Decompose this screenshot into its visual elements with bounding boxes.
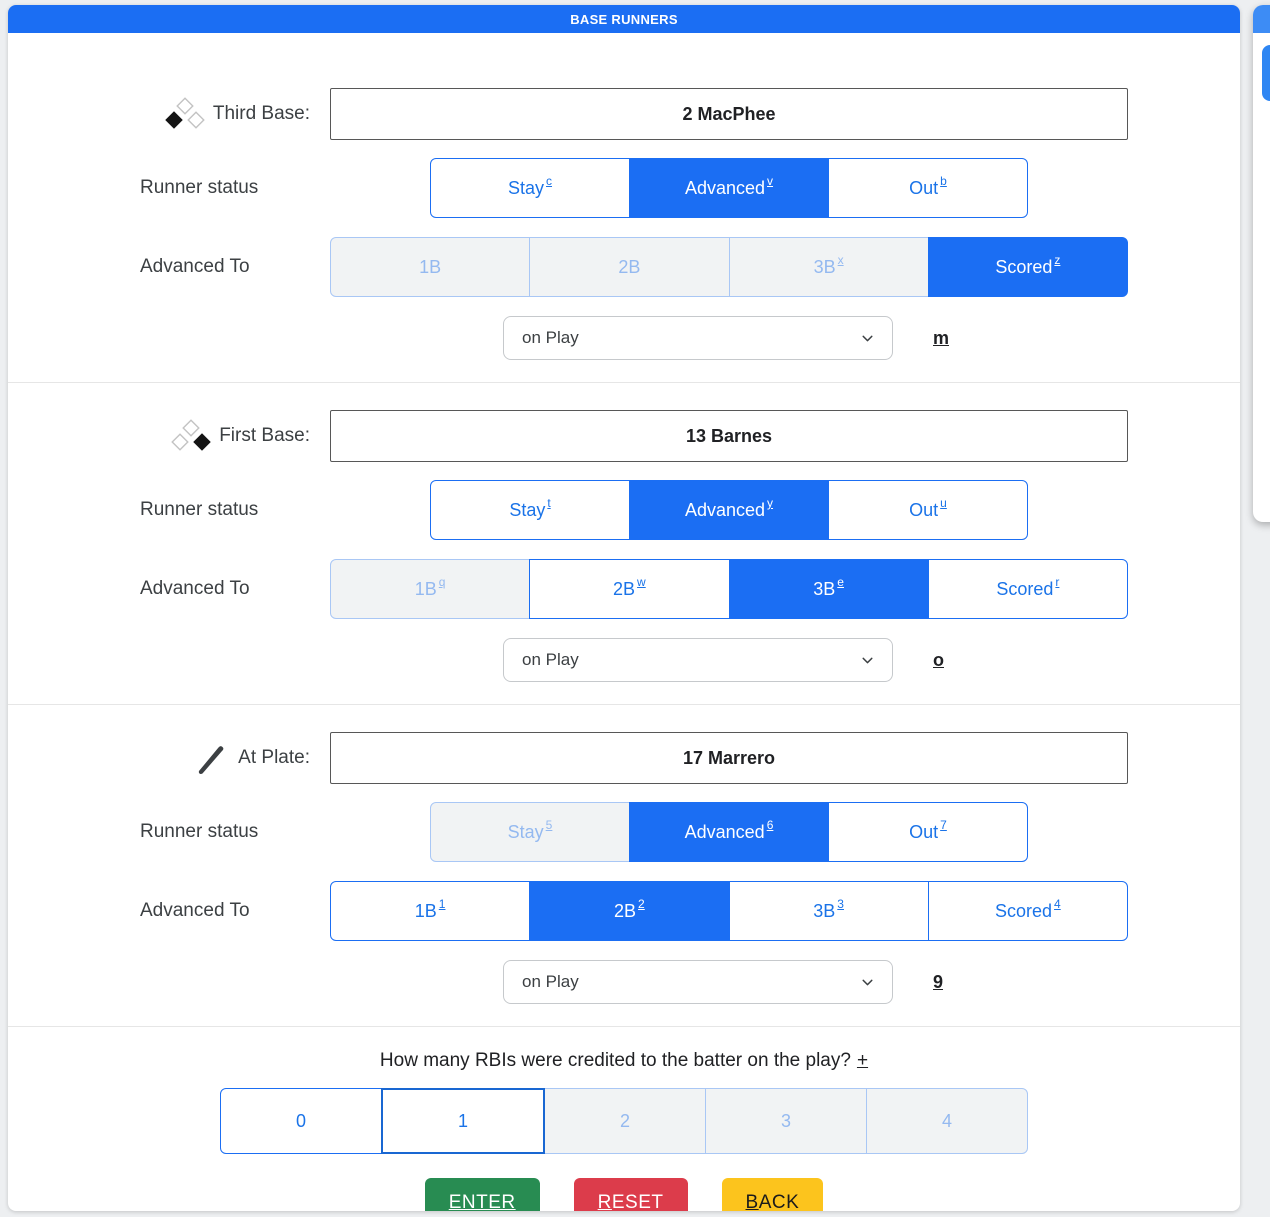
runner-player-input[interactable]: 2 MacPhee — [330, 88, 1128, 140]
advance-reason-select[interactable]: on Play — [503, 316, 893, 360]
rbi-count-3-button: 3 — [705, 1088, 867, 1154]
runner-player-input[interactable]: 13 Barnes — [330, 410, 1128, 462]
advance-to-3b-button[interactable]: 3B e — [728, 559, 929, 619]
advance-reason-value: on Play — [522, 972, 579, 991]
advance-to-1b-button[interactable]: 1B 1 — [330, 881, 531, 941]
chevron-down-icon — [862, 657, 873, 663]
runner-status-stay-button[interactable]: Stay t — [430, 480, 630, 540]
chevron-down-icon — [862, 335, 873, 341]
runner-status-out-button[interactable]: Out 7 — [828, 802, 1028, 862]
advance-to-scored-button[interactable]: Scored z — [927, 237, 1128, 297]
shortcut-key: m — [933, 327, 950, 348]
runner-status-label: Runner status — [140, 821, 259, 842]
runner-status-group: Stay t Advanced y Out u — [430, 480, 1028, 540]
advance-to-3b-button: 3B x — [728, 237, 929, 297]
runner-status-out-button[interactable]: Out u — [828, 480, 1028, 540]
bases-first-occupied-icon — [171, 419, 211, 451]
runner-base-label: At Plate: — [238, 747, 310, 768]
advance-to-2b-button: 2B — [529, 237, 730, 297]
runner-status-stay-button: Stay 5 — [430, 802, 630, 862]
base-runners-dialog: BASE RUNNERS Third Base: 2 MacPhee Runne… — [8, 5, 1240, 1211]
advance-reason-value: on Play — [522, 328, 579, 347]
runner-status-out-button[interactable]: Out b — [828, 158, 1028, 218]
runner-status-label: Runner status — [140, 499, 259, 520]
advance-to-scored-button[interactable]: Scored 4 — [927, 881, 1128, 941]
at-plate-section: At Plate: 17 Marrero Runner status Stay 5… — [8, 705, 1240, 1027]
first-base-section: First Base: 13 Barnes Runner status Stay… — [8, 383, 1240, 705]
shortcut-key: 9 — [933, 971, 944, 992]
runner-status-group: Stay 5 Advanced 6 Out 7 — [430, 802, 1028, 862]
runner-status-advanced-button[interactable]: Advanced y — [629, 480, 829, 540]
secondary-panel-header — [1253, 5, 1270, 33]
runner-status-group: Stay c Advanced v Out b — [430, 158, 1028, 218]
advance-to-2b-button[interactable]: 2B 2 — [529, 881, 730, 941]
advance-to-3b-button[interactable]: 3B 3 — [728, 881, 929, 941]
runner-base-label: First Base: — [219, 425, 310, 446]
rbi-count-4-button: 4 — [866, 1088, 1028, 1154]
advance-to-scored-button[interactable]: Scored r — [927, 559, 1128, 619]
advanced-to-label: Advanced To — [140, 256, 250, 277]
rbi-shortcut-key: + — [856, 1050, 869, 1071]
dialog-title: BASE RUNNERS — [8, 5, 1240, 33]
runner-status-stay-button[interactable]: Stay c — [430, 158, 630, 218]
runner-row-label: First Base: — [8, 410, 310, 462]
bases-third-occupied-icon — [165, 97, 205, 129]
advanced-to-label: Advanced To — [140, 900, 250, 921]
runner-player-input[interactable]: 17 Marrero — [330, 732, 1128, 784]
advance-to-1b-button: 1B — [330, 237, 531, 297]
reset-button[interactable]: RESET — [573, 1178, 688, 1211]
runner-status-advanced-button[interactable]: Advanced 6 — [629, 802, 829, 862]
dialog-body: Third Base: 2 MacPhee Runner status Stay… — [8, 33, 1240, 1211]
rbi-count-0-button[interactable]: 0 — [220, 1088, 382, 1154]
runner-status-label: Runner status — [140, 177, 259, 198]
rbi-section: How many RBIs were credited to the batte… — [8, 1028, 1240, 1211]
runner-row-label: Third Base: — [8, 88, 310, 140]
back-button[interactable]: BACK — [721, 1178, 824, 1211]
enter-button[interactable]: ENTER — [424, 1178, 540, 1211]
secondary-panel — [1253, 5, 1270, 522]
secondary-panel-button[interactable] — [1262, 45, 1270, 101]
rbi-count-1-button[interactable]: 1 — [381, 1088, 545, 1154]
advanced-to-group: 1B 2B 3B x Scored z — [330, 237, 1128, 297]
runner-base-label: Third Base: — [212, 103, 310, 124]
bat-icon — [199, 746, 224, 774]
advance-reason-value: on Play — [522, 650, 579, 669]
rbi-question-text: How many RBIs were credited to the batte… — [379, 1050, 851, 1071]
runner-status-advanced-button[interactable]: Advanced v — [629, 158, 829, 218]
advanced-to-group: 1B q 2B w 3B e Scored r — [330, 559, 1128, 619]
advance-to-1b-button: 1B q — [330, 559, 531, 619]
third-base-section: Third Base: 2 MacPhee Runner status Stay… — [8, 61, 1240, 383]
rbi-count-2-button: 2 — [544, 1088, 706, 1154]
advance-to-2b-button[interactable]: 2B w — [529, 559, 730, 619]
advanced-to-group: 1B 1 2B 2 3B 3 Scored 4 — [330, 881, 1128, 941]
runner-row-label: At Plate: — [8, 732, 310, 784]
advance-reason-select[interactable]: on Play — [503, 638, 893, 682]
rbi-question: How many RBIs were credited to the batte… — [8, 1050, 1240, 1072]
shortcut-key: o — [933, 649, 944, 670]
advanced-to-label: Advanced To — [140, 578, 250, 599]
advance-reason-select[interactable]: on Play — [503, 960, 893, 1004]
action-buttons: ENTER RESET BACK — [8, 1178, 1240, 1211]
chevron-down-icon — [862, 979, 873, 985]
